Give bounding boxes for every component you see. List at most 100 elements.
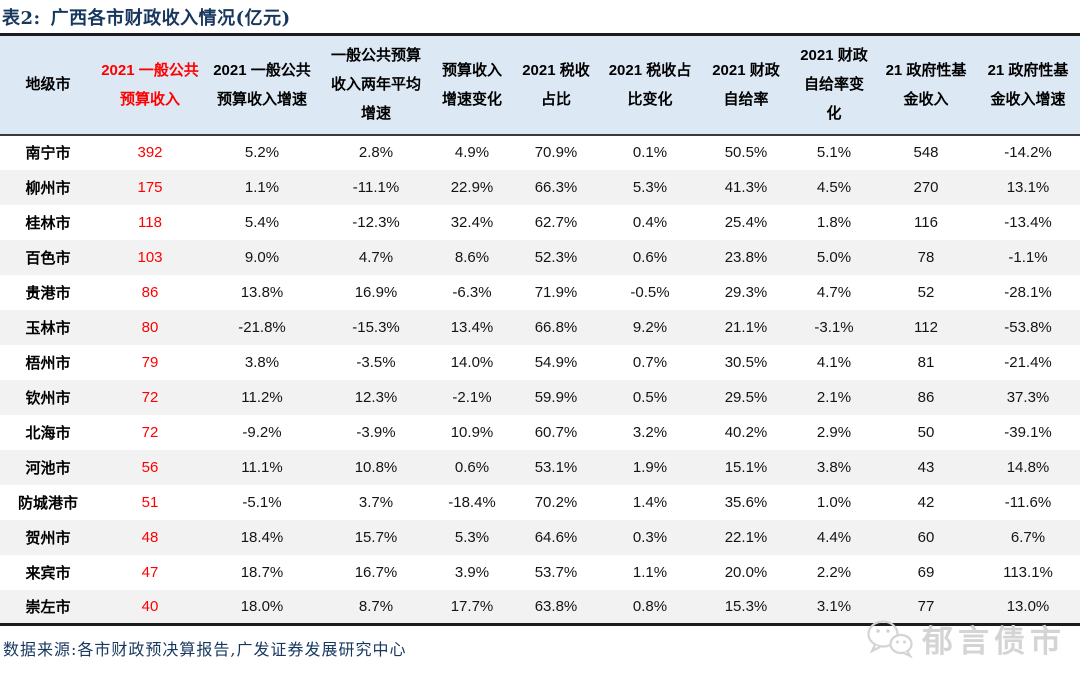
table-cell: 14.8%: [1006, 458, 1050, 476]
table-cell: 0.6%: [454, 458, 490, 476]
table-cell: 118: [138, 213, 162, 231]
table-cell: 78: [917, 248, 935, 266]
table-cell: 5.1%: [816, 144, 852, 161]
table-cell: 53.1%: [534, 458, 578, 476]
table-cell: 18.0%: [240, 597, 284, 615]
city-name: 玉林市: [25, 319, 71, 337]
table-cell: 0.8%: [632, 597, 668, 615]
table-cell: 103: [137, 248, 163, 266]
table-cell: -3.1%: [814, 318, 854, 336]
table-cell: 43: [917, 458, 935, 476]
table-row: 河池市 56 11.1% 10.8% 0.6% 53.1% 1.9% 15.1% 3.8% 43 1…: [0, 449, 1080, 485]
table-cell: -15.3%: [352, 318, 400, 336]
table-cell: 5.4%: [244, 213, 280, 231]
table-cell: -21.8%: [238, 318, 286, 336]
table-cell: -3.9%: [356, 423, 396, 441]
wechat-icon: [867, 619, 913, 659]
table-cell: 5.0%: [816, 248, 852, 266]
table-cell: -3.5%: [356, 353, 396, 371]
table-cell: 1.8%: [816, 213, 852, 231]
table-cell: 1.0%: [816, 493, 852, 511]
table-cell: -11.1%: [352, 178, 400, 196]
table-cell: 20.0%: [724, 563, 768, 581]
table-cell: 5.3%: [454, 528, 490, 546]
table-cell: 0.4%: [632, 213, 668, 231]
table-cell: 51: [141, 493, 159, 511]
table-cell: 29.3%: [724, 283, 768, 301]
table-cell: 70.9%: [534, 144, 578, 161]
column-header: 一般公共预算收入两年平均增速: [320, 34, 432, 136]
table-cell: 16.9%: [354, 283, 398, 301]
table-cell: 4.5%: [816, 178, 852, 196]
table-cell: 392: [137, 144, 163, 161]
table-cell: 13.1%: [1006, 178, 1050, 196]
table-cell: 14.0%: [450, 353, 494, 371]
table-cell: 0.3%: [632, 528, 668, 546]
table-cell: 3.2%: [632, 423, 668, 441]
table-cell: 1.9%: [632, 458, 668, 476]
table-row: 北海市 72 -9.2% -3.9% 10.9% 60.7% 3.2% 40.2% 2.9% 50…: [0, 415, 1080, 450]
table-cell: -12.3%: [352, 213, 400, 231]
table-cell: 81: [917, 353, 935, 371]
table-cell: 15.1%: [724, 458, 768, 476]
data-source-note: 数据来源:各市财政预决算报告,广发证券发展研究中心: [3, 640, 407, 659]
table-cell: -9.2%: [242, 423, 282, 441]
table-row: 桂林市 118 5.4% -12.3% 32.4% 62.7% 0.4% 25.4% 1.8% 1…: [0, 205, 1080, 240]
table-cell: 42: [917, 493, 935, 511]
city-name: 防城港市: [17, 494, 78, 512]
table-cell: -2.1%: [452, 388, 492, 406]
column-header: 2021 一般公共预算收入: [96, 34, 204, 136]
table-cell: -5.1%: [242, 493, 282, 511]
table-cell: 0.6%: [632, 248, 668, 266]
table-cell: 10.9%: [450, 423, 494, 441]
table-cell: 86: [917, 388, 935, 406]
table-cell: 63.8%: [534, 597, 578, 615]
table-cell: 52.3%: [534, 248, 578, 266]
table-cell: 4.7%: [816, 283, 852, 301]
table-cell: 13.4%: [450, 318, 494, 336]
column-header: 21 政府性基金收入: [876, 34, 976, 136]
table-cell: 270: [913, 178, 939, 196]
table-cell: 29.5%: [724, 388, 768, 406]
city-name: 来宾市: [25, 564, 71, 582]
city-name: 贵港市: [25, 284, 71, 302]
table-cell: 3.9%: [454, 563, 490, 581]
table-cell: 25.4%: [724, 213, 768, 231]
table-cell: 22.9%: [450, 178, 494, 196]
table-cell: 37.3%: [1006, 388, 1050, 406]
column-header: 预算收入增速变化: [432, 34, 512, 136]
city-name: 钦州市: [25, 389, 71, 407]
table-cell: 47: [141, 563, 159, 581]
table-cell: 11.2%: [241, 388, 283, 406]
table-cell: 80: [141, 318, 159, 336]
table-cell: -14.2%: [1004, 144, 1052, 161]
table-cell: 548: [913, 144, 939, 161]
table-cell: -28.1%: [1004, 283, 1052, 301]
table-cell: 10.8%: [354, 458, 398, 476]
table-cell: 1.4%: [632, 493, 668, 511]
table-cell: 0.5%: [632, 388, 668, 406]
table-cell: -39.1%: [1004, 423, 1052, 441]
table-cell: 60: [917, 528, 935, 546]
table-cell: 30.5%: [724, 353, 768, 371]
table-cell: 5.3%: [632, 178, 668, 196]
table-cell: 23.8%: [724, 248, 768, 266]
table-cell: -53.8%: [1004, 318, 1052, 336]
table-cell: 116: [914, 213, 938, 231]
table-title-text: 广西各市财政收入情况(亿元): [50, 8, 291, 29]
table-cell: 0.1%: [632, 144, 668, 161]
table-row: 南宁市 392 5.2% 2.8% 4.9% 70.9% 0.1% 50.5% 5.1% 548 -…: [0, 135, 1080, 170]
column-header: 地级市: [0, 34, 96, 136]
table-cell: 0.7%: [632, 353, 668, 371]
table-cell: -11.6%: [1004, 493, 1052, 511]
table-cell: 70.2%: [534, 493, 578, 511]
table-cell: 9.0%: [244, 248, 280, 266]
table-cell: -21.4%: [1004, 353, 1052, 371]
table-cell: 53.7%: [534, 563, 578, 581]
table-row: 百色市 103 9.0% 4.7% 8.6% 52.3% 0.6% 23.8% 5.0% 78 -1…: [0, 239, 1080, 275]
column-header: 2021 一般公共预算收入增速: [204, 34, 320, 136]
table-row: 玉林市 80 -21.8% -15.3% 13.4% 66.8% 9.2% 21.1% -3.1…: [0, 309, 1080, 345]
table-cell: 40.2%: [724, 423, 768, 441]
table-row: 崇左市 40 18.0% 8.7% 17.7% 63.8% 0.8% 15.3% 3.1% 77 1…: [0, 589, 1080, 625]
table-cell: -13.4%: [1004, 213, 1052, 231]
